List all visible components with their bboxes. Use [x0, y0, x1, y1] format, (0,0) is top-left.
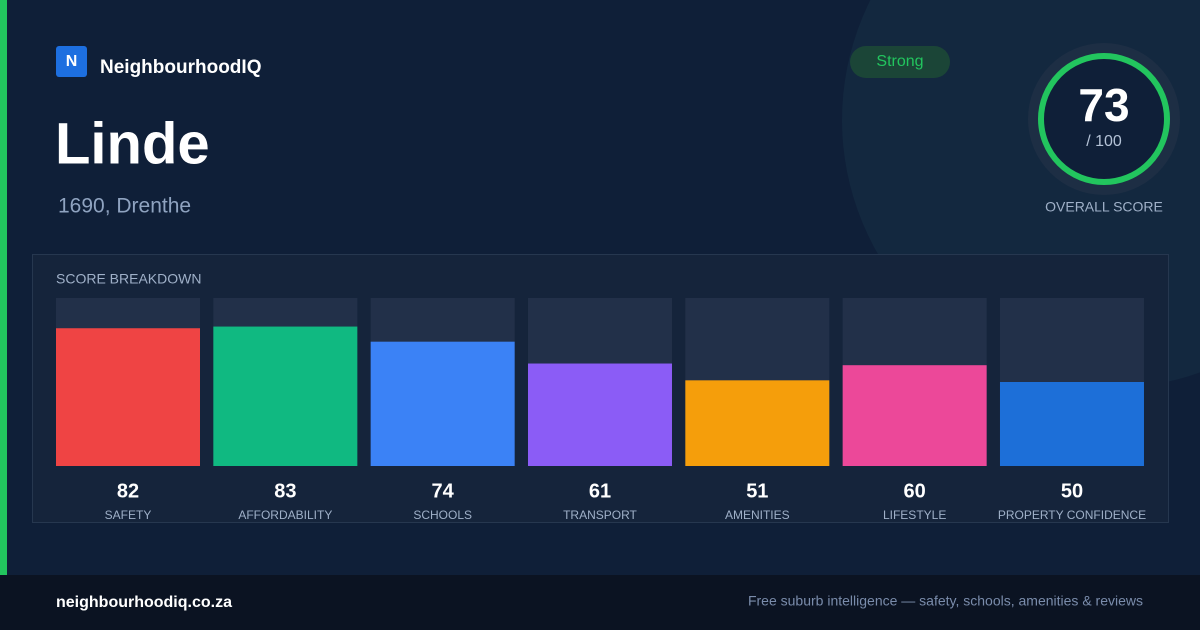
value-label: 50 [1061, 480, 1083, 502]
category-label: PROPERTY CONFIDENCE [998, 508, 1146, 522]
overall-label: OVERALL SCORE [1045, 199, 1163, 215]
bar [370, 341, 515, 466]
value-label: 60 [904, 480, 926, 502]
bar [999, 382, 1144, 466]
brand: NeighbourhoodIQ [100, 57, 261, 78]
category-label: AFFORDABILITY [238, 508, 332, 522]
chart-title: SCORE BREAKDOWN [56, 271, 201, 287]
bar [685, 380, 830, 466]
badge [850, 46, 950, 78]
bar [213, 326, 358, 466]
subtitle: 1690, Drenthe [58, 195, 191, 218]
value-label: 51 [746, 480, 768, 502]
logo-letter: N [66, 53, 78, 70]
bar [527, 363, 672, 466]
accent-stripe [0, 0, 7, 575]
overall-max: / 100 [1086, 133, 1122, 150]
bar [56, 328, 200, 466]
category-label: TRANSPORT [563, 508, 637, 522]
footer-bar [0, 575, 1200, 630]
category-label: LIFESTYLE [883, 508, 946, 522]
category-label: AMENITIES [725, 508, 790, 522]
badge-text: Strong [876, 53, 923, 70]
value-label: 83 [274, 480, 296, 502]
category-label: SAFETY [105, 508, 152, 522]
value-label: 74 [432, 480, 455, 502]
category-label: SCHOOLS [413, 508, 472, 522]
overall-score: 73 [1078, 79, 1129, 131]
footer-site: neighbourhoodiq.co.za [56, 594, 232, 611]
footer-tagline: Free suburb intelligence — safety, schoo… [748, 593, 1143, 609]
value-label: 82 [117, 480, 139, 502]
logo [56, 46, 87, 77]
value-label: 61 [589, 480, 611, 502]
title: Linde [55, 111, 210, 176]
score-ring [1038, 53, 1170, 185]
bar [842, 365, 987, 466]
